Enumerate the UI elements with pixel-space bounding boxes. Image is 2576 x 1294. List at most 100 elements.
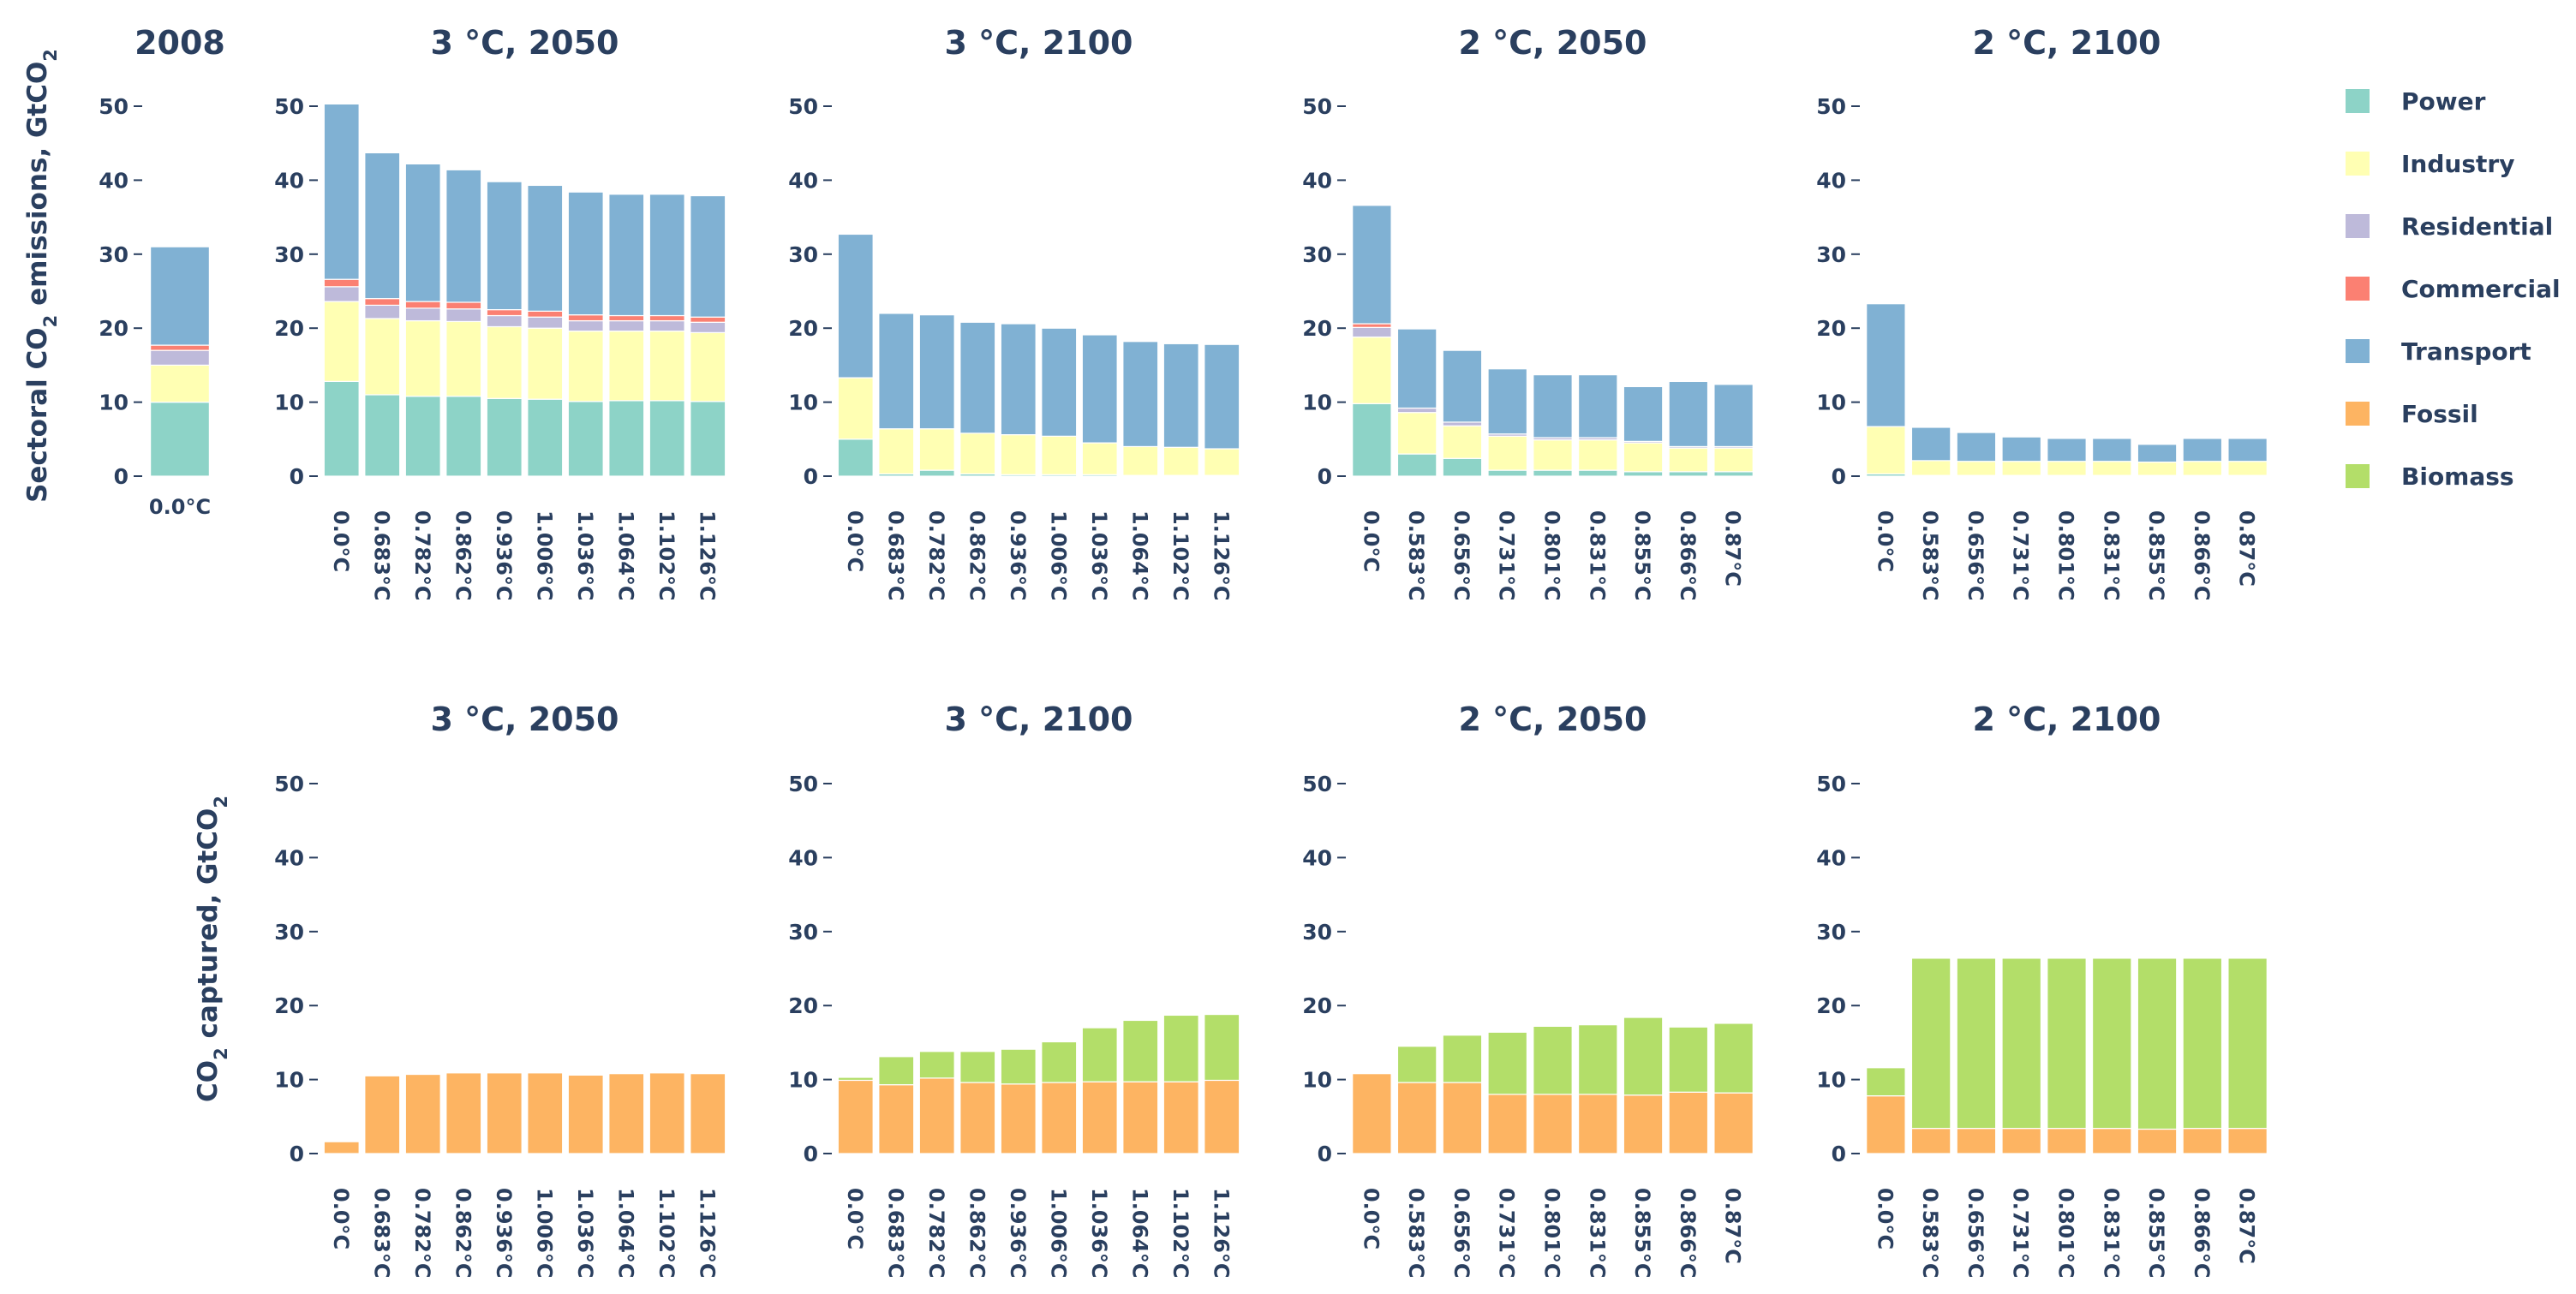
x-tick-label: 0.866°C: [2190, 1188, 2214, 1279]
bar-fossil-1-126c: [690, 1073, 726, 1154]
x-tick-label: 0.0°C: [843, 1188, 867, 1249]
y-tick-label: 40: [99, 168, 129, 193]
bar-industry-0-656c: [1956, 461, 1997, 476]
bar-transport-0-801c: [2047, 438, 2087, 462]
x-tick-label: 0.0°C: [1873, 510, 1897, 572]
bar-biomass-0-866c: [1668, 1026, 1709, 1093]
bar-fossil-1-064c: [1122, 1081, 1159, 1154]
legend-item-industry[interactable]: Industry: [2346, 150, 2514, 178]
bar-fossil-1-006c: [527, 1072, 564, 1154]
bar-fossil-0-855c: [2137, 1128, 2178, 1154]
y-tick-label: 0: [290, 1142, 304, 1166]
bar-industry-0-0c: [1352, 336, 1392, 404]
y-tick-label: 30: [1302, 920, 1332, 945]
legend-item-transport[interactable]: Transport: [2346, 337, 2531, 366]
bar-transport-1-006c: [527, 184, 564, 312]
bar-biomass-0-855c: [1623, 1017, 1664, 1096]
x-tick-label: 1.126°C: [695, 510, 719, 601]
legend-item-fossil[interactable]: Fossil: [2346, 400, 2478, 428]
bar-transport-1-036c: [567, 191, 604, 316]
x-tick-label: 0.0°C: [1873, 1188, 1897, 1249]
legend-item-commercial[interactable]: Commercial: [2346, 275, 2561, 303]
bar-industry-0-936c: [1000, 434, 1037, 475]
bar-fossil-0-87c: [2227, 1128, 2268, 1154]
y-tick-label: 40: [788, 845, 818, 870]
panel-emissions-2-c-2050: 2 °C, 2050 0 10 20 30 40 50 0.0°C 0.583°C 0.656°C…: [1302, 24, 1754, 601]
bar-biomass-0-855c: [2137, 957, 2178, 1130]
x-tick-label: 0.862°C: [451, 510, 475, 601]
bar-biomass-0-656c: [1956, 957, 1997, 1130]
x-tick-label: 1.036°C: [573, 510, 597, 601]
bar-biomass-0-866c: [2182, 957, 2223, 1130]
x-tick-label: 0.862°C: [965, 510, 989, 601]
bar-fossil-0-656c: [1442, 1082, 1483, 1154]
bar-fossil-0-831c: [1577, 1094, 1618, 1154]
x-tick-label: 0.0°C: [329, 1188, 353, 1249]
legend-item-residential[interactable]: Residential: [2346, 212, 2553, 241]
bar-transport-0-936c: [486, 181, 523, 311]
y-tick-label: 30: [99, 242, 129, 267]
bar-power-0-0c: [1352, 403, 1392, 477]
x-tick-label: 0.801°C: [2054, 510, 2078, 601]
bar-power-1-036c: [567, 401, 604, 477]
x-tick-label: 0.683°C: [369, 1188, 393, 1279]
legend-swatch: [2346, 89, 2370, 113]
y-tick-label: 50: [99, 94, 129, 119]
x-tick-label: 1.126°C: [1209, 1188, 1233, 1279]
bar-transport-0-0c: [150, 246, 211, 346]
x-tick-label: 1.006°C: [532, 510, 556, 601]
legend-swatch: [2346, 214, 2370, 238]
bar-industry-0-862c: [445, 320, 482, 397]
x-tick-label: 0.831°C: [2099, 1188, 2123, 1279]
bar-fossil-0-0c: [837, 1079, 874, 1154]
bar-industry-0-731c: [1487, 435, 1528, 471]
bar-fossil-0-583c: [1396, 1082, 1437, 1154]
x-tick-label: 1.102°C: [1168, 510, 1192, 601]
bar-biomass-1-102c: [1162, 1014, 1199, 1082]
bar-transport-0-866c: [2182, 438, 2223, 462]
panel-emissions-2-c-2100: 2 °C, 2100 0 10 20 30 40 50 0.0°C 0.583°C 0.656°C…: [1816, 24, 2268, 601]
bar-residential-1-006c: [527, 316, 564, 329]
bar-transport-1-102c: [1162, 343, 1199, 448]
x-tick-label: 1.064°C: [1127, 1188, 1151, 1279]
y-tick-label: 0: [114, 464, 129, 489]
panel-emissions-3-c-2050: 3 °C, 2050 0 10 20 30 40 50 0.0°C 0.683°C 0.782°C…: [274, 24, 726, 601]
bar-transport-0-782c: [918, 314, 955, 430]
bar-fossil-0-866c: [1668, 1091, 1709, 1154]
bar-commercial-1-064c: [608, 314, 645, 322]
bar-residential-0-583c: [1396, 407, 1437, 414]
bar-fossil-0-87c: [1713, 1092, 1754, 1154]
bar-power-0-0c: [837, 438, 874, 477]
bar-power-1-126c: [690, 401, 726, 477]
panel-captured-2-c-2100: 2 °C, 2100 0 10 20 30 40 50 0.0°C 0.583°C 0.656°C…: [1816, 701, 2268, 1279]
x-tick-label: 1.036°C: [1087, 1188, 1111, 1279]
legend-item-biomass[interactable]: Biomass: [2346, 462, 2514, 491]
y-tick-label: 20: [788, 993, 818, 1018]
bar-fossil-0-855c: [1623, 1094, 1664, 1154]
legend-label: Fossil: [2401, 400, 2478, 428]
legend-item-power[interactable]: Power: [2346, 87, 2486, 116]
bar-fossil-1-036c: [567, 1074, 604, 1154]
y-tick-label: 50: [1302, 772, 1332, 796]
bar-power-0-782c: [404, 396, 441, 477]
bar-transport-1-126c: [690, 194, 726, 318]
bar-residential-1-036c: [567, 319, 604, 332]
bar-transport-0-87c: [2227, 438, 2268, 462]
bar-power-0-656c: [1442, 457, 1483, 477]
bar-power-0-936c: [486, 397, 523, 477]
y-tick-label: 30: [1816, 920, 1846, 945]
y-tick-label: 30: [274, 242, 304, 267]
y-tick-label: 30: [788, 242, 818, 267]
y-tick-label: 10: [1816, 1068, 1846, 1093]
x-tick-label: 0.583°C: [1404, 1188, 1428, 1279]
bar-transport-1-064c: [608, 194, 645, 317]
bar-transport-0-862c: [445, 169, 482, 303]
x-tick-label: 1.102°C: [1168, 1188, 1192, 1279]
panel-emissions-2008: 2008 0 10 20 30 40 50 0.0°C: [99, 24, 225, 519]
y-tick-label: 30: [1302, 242, 1332, 267]
legend-swatch: [2346, 339, 2370, 363]
x-tick-label: 0.731°C: [2009, 1188, 2033, 1279]
bar-industry-0-866c: [1668, 447, 1709, 473]
bar-residential-0-0c: [150, 349, 211, 366]
bar-fossil-0-583c: [1910, 1128, 1951, 1154]
